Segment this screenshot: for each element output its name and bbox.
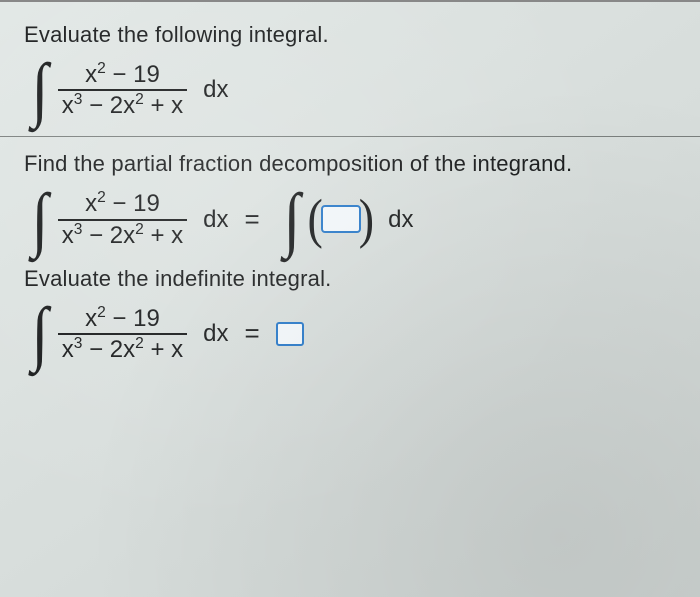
section1-denominator: x3 − 2x2 + x	[58, 93, 187, 118]
section2-denominator: x3 − 2x2 + x	[58, 223, 187, 248]
partial-fraction-input[interactable]	[321, 205, 361, 233]
integral-sign: ∫	[31, 314, 48, 354]
section2-dx-left: dx	[203, 206, 228, 234]
section3-dx: dx	[203, 320, 228, 348]
section2-numerator: x2 − 19	[81, 191, 164, 216]
integral-sign: ∫	[31, 200, 48, 240]
section1-dx: dx	[203, 76, 228, 104]
section1-prompt: Evaluate the following integral.	[24, 22, 676, 48]
integral-sign: ∫	[31, 70, 48, 110]
section3-prompt: Evaluate the indefinite integral.	[24, 266, 676, 292]
problem-panel: Evaluate the following integral. ∫ x2 − …	[0, 0, 700, 597]
section1-numerator: x2 − 19	[81, 62, 164, 87]
section2-equation: ∫ x2 − 19 x3 − 2x2 + x dx = ∫ ( ) dx	[24, 191, 676, 247]
section2-dx-right: dx	[388, 206, 413, 234]
indefinite-integral-input[interactable]	[276, 322, 304, 346]
divider-1	[0, 136, 700, 137]
section3-equation: ∫ x2 − 19 x3 − 2x2 + x dx =	[24, 306, 676, 362]
section3-denominator: x3 − 2x2 + x	[58, 337, 187, 362]
section3-equals: =	[245, 318, 260, 349]
section3-numerator: x2 − 19	[81, 306, 164, 331]
section2-equals: =	[245, 204, 260, 235]
section2-fraction: x2 − 19 x3 − 2x2 + x	[58, 191, 187, 247]
section2-prompt: Find the partial fraction decomposition …	[24, 151, 676, 177]
integral-sign: ∫	[283, 200, 300, 240]
section3-fraction: x2 − 19 x3 − 2x2 + x	[58, 306, 187, 362]
section1-integral: ∫ x2 − 19 x3 − 2x2 + x dx	[24, 62, 676, 118]
section2-input-group: ( )	[309, 205, 372, 233]
section1-fraction: x2 − 19 x3 − 2x2 + x	[58, 62, 187, 118]
